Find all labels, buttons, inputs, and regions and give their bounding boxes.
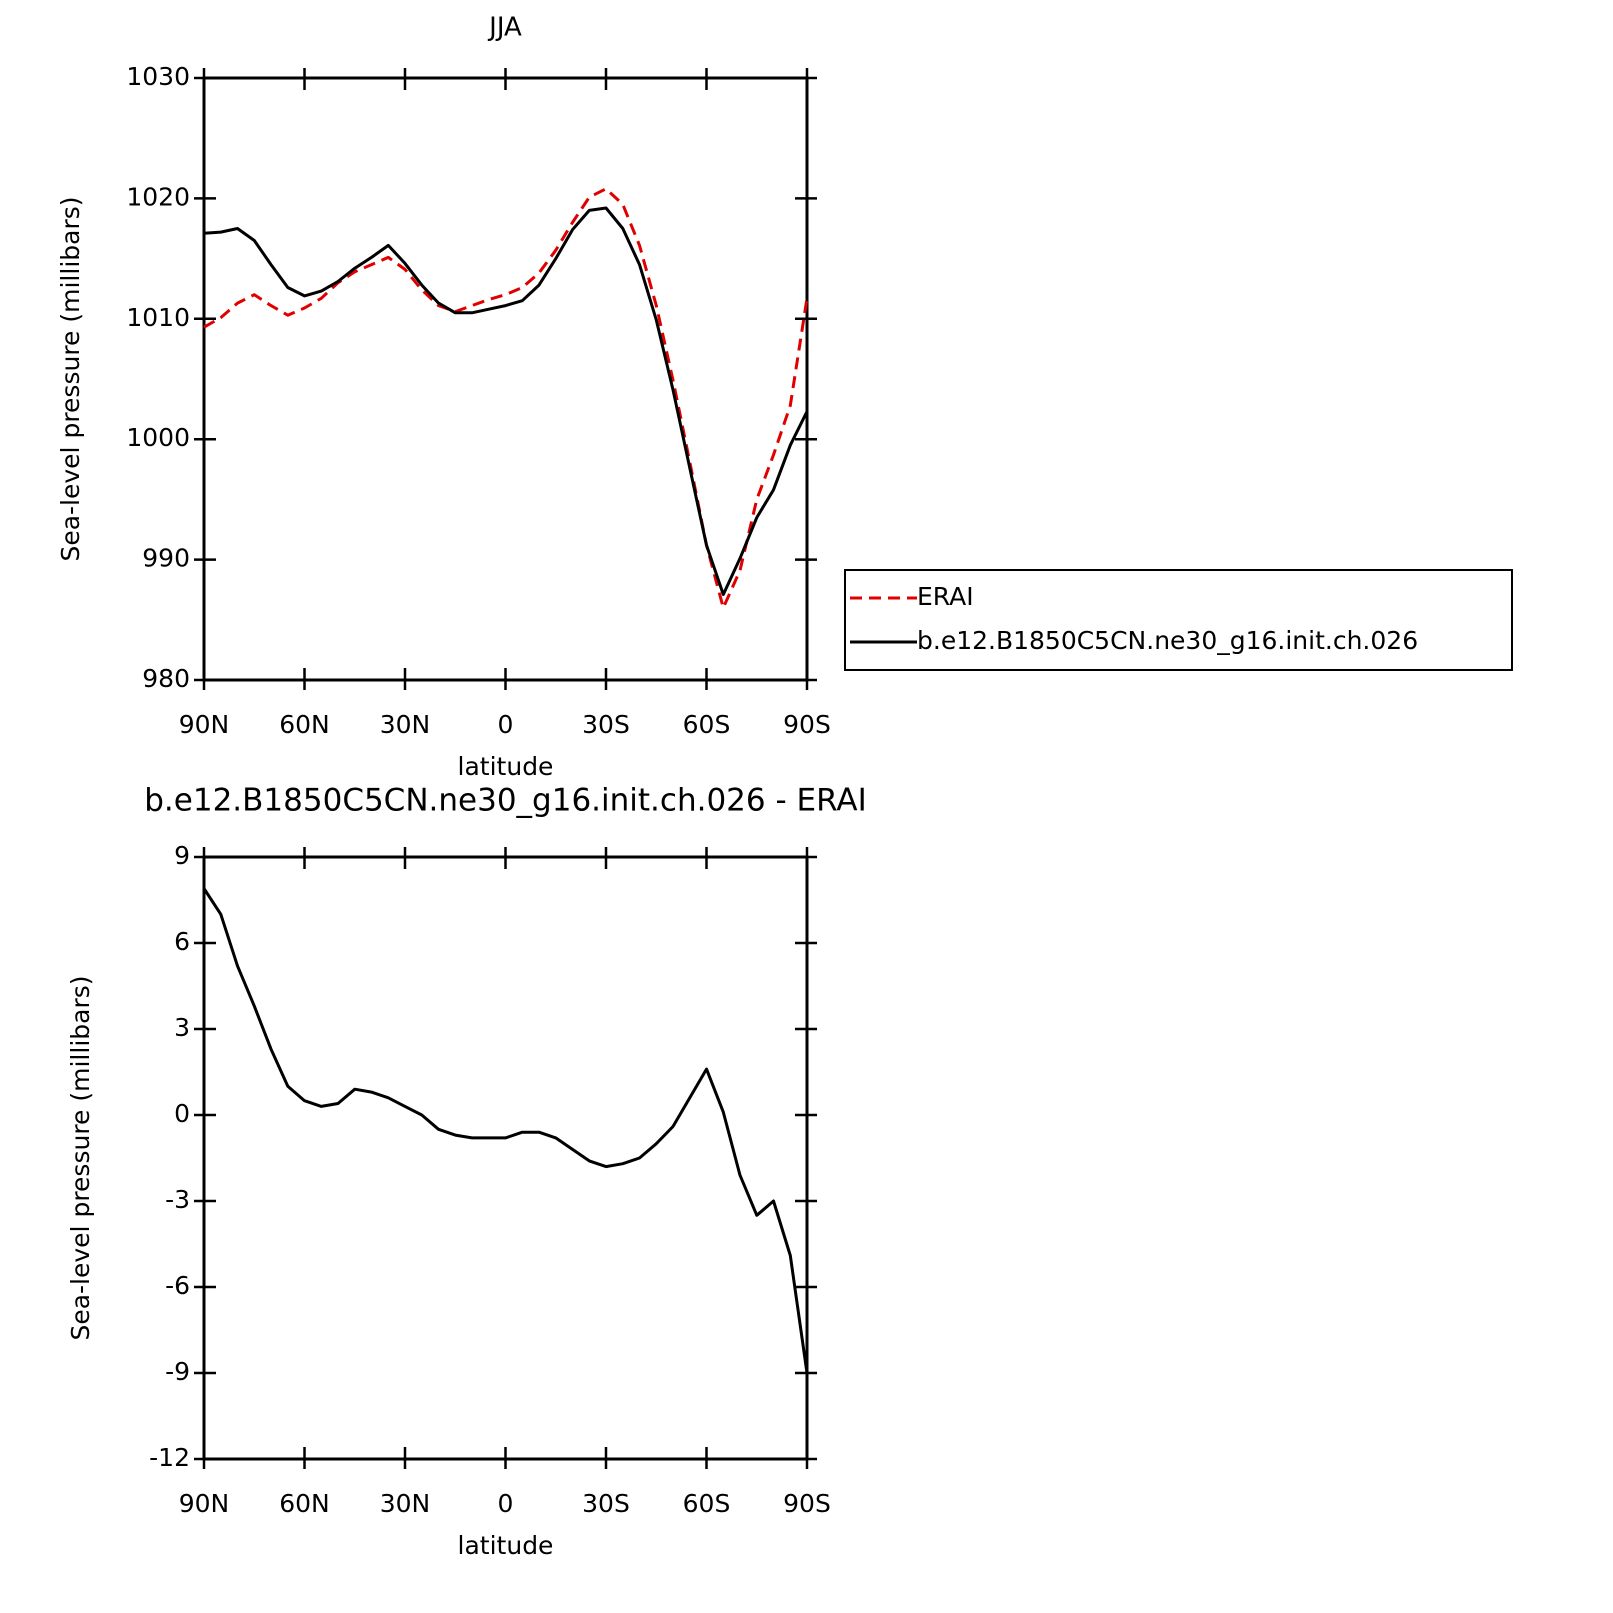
y-tick-label: -3 — [165, 1185, 190, 1214]
y-axis-label: Sea-level pressure (millibars) — [56, 196, 85, 561]
x-tick-label: 30S — [582, 1489, 630, 1518]
y-tick-label: 3 — [174, 1013, 190, 1042]
y-tick-label: 9 — [174, 841, 190, 870]
x-tick-label: 0 — [498, 710, 514, 739]
x-tick-label: 30S — [582, 710, 630, 739]
line-series — [203, 187, 809, 610]
x-axis-label: latitude — [458, 752, 554, 781]
plot-frame — [202, 855, 809, 1461]
y-tick-label: -9 — [165, 1357, 190, 1386]
legend-label: b.e12.B1850C5CN.ne30_g16.init.ch.026 — [917, 626, 1418, 655]
legend-box — [844, 569, 1513, 671]
x-tick-label: 60S — [683, 1489, 731, 1518]
x-tick-label: 90N — [179, 710, 230, 739]
y-tick-label: 1030 — [126, 62, 190, 91]
x-tick-label: 30N — [380, 1489, 431, 1518]
chart-title: b.e12.B1850C5CN.ne30_g16.init.ch.026 - E… — [144, 783, 866, 819]
x-tick-label: 30N — [380, 710, 431, 739]
x-tick-label: 0 — [498, 1489, 514, 1518]
y-tick-label: 990 — [142, 544, 190, 573]
y-tick-label: -12 — [149, 1443, 190, 1472]
chart-title: JJA — [487, 13, 522, 43]
x-tick-label: 90S — [783, 1489, 831, 1518]
y-axis-label: Sea-level pressure (millibars) — [66, 975, 95, 1340]
y-tick-label: 1000 — [126, 423, 190, 452]
plot-frame — [202, 76, 809, 682]
y-tick-label: 0 — [174, 1099, 190, 1128]
y-tick-label: 1020 — [126, 182, 190, 211]
x-tick-label: 60S — [683, 710, 731, 739]
x-tick-label: 90S — [783, 710, 831, 739]
x-tick-label: 60N — [279, 1489, 330, 1518]
y-tick-label: 6 — [174, 927, 190, 956]
line-series — [202, 887, 809, 1374]
legend-label: ERAI — [917, 582, 974, 611]
y-tick-label: 1010 — [126, 303, 190, 332]
y-tick-label: -6 — [165, 1271, 190, 1300]
x-tick-label: 90N — [179, 1489, 230, 1518]
y-tick-label: 980 — [142, 664, 190, 693]
line-series — [203, 206, 809, 596]
x-tick-label: 60N — [279, 710, 330, 739]
x-axis-label: latitude — [458, 1531, 554, 1560]
